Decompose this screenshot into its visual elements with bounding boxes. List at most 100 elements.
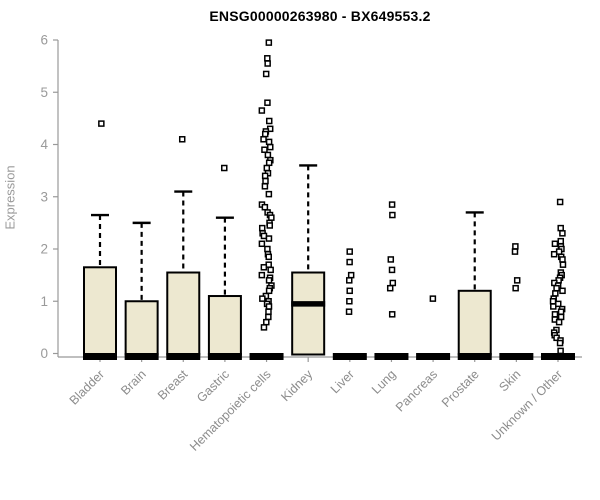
outlier-point: [553, 284, 560, 292]
box: [83, 266, 117, 356]
x-tick-label: Skin: [496, 367, 523, 394]
outlier-point: [262, 70, 270, 78]
outlier-point: [261, 183, 269, 190]
outlier-point: [557, 224, 564, 232]
outlier-point: [258, 240, 266, 248]
outlier-point: [346, 277, 353, 284]
outlier-point: [259, 295, 266, 302]
outlier-point: [559, 230, 566, 237]
outlier-point: [557, 347, 564, 355]
outlier-point: [221, 164, 228, 172]
y-tick-label: 4: [40, 137, 48, 152]
x-tick-label: Gastric: [194, 367, 232, 405]
outlier-point: [550, 250, 558, 258]
outlier-point: [559, 261, 567, 268]
box: [291, 271, 326, 356]
outlier-point: [263, 318, 270, 326]
outlier-point: [346, 298, 353, 305]
outlier-point: [265, 287, 273, 295]
outlier-point: [261, 203, 269, 211]
x-tick-label: Kidney: [278, 367, 315, 404]
outlier-point: [388, 266, 396, 274]
outlier-point: [260, 136, 267, 143]
outlier-point: [550, 303, 557, 310]
outlier-point: [178, 136, 186, 143]
x-tick-label: Pancreas: [393, 367, 440, 414]
outlier-point: [265, 190, 273, 198]
outlier-point: [268, 214, 275, 221]
outlier-point: [386, 284, 394, 292]
box: [124, 300, 159, 356]
outlier-point: [557, 237, 565, 245]
outlier-point: [552, 290, 559, 297]
outlier-point: [260, 264, 268, 271]
outlier-point: [264, 151, 272, 159]
outlier-point: [551, 311, 559, 318]
outlier-point: [260, 324, 268, 331]
outlier-point: [388, 311, 396, 318]
outlier-point: [265, 159, 273, 167]
outlier-point: [387, 256, 395, 263]
outlier-point: [267, 143, 274, 151]
outlier-point: [265, 303, 273, 310]
outlier-point: [559, 256, 566, 263]
box: [457, 289, 492, 356]
outlier-point: [264, 245, 271, 253]
box: [207, 295, 242, 356]
outlier-point: [429, 295, 437, 302]
outlier-point: [555, 318, 563, 326]
y-tick-label: 1: [40, 294, 48, 309]
outlier-point: [346, 248, 353, 255]
outlier-point: [265, 308, 272, 315]
outlier-point: [265, 235, 273, 242]
outlier-point: [556, 198, 564, 206]
outlier-point: [556, 339, 564, 347]
x-tick-label: Unknown / Other: [489, 367, 565, 443]
outlier-point: [512, 284, 519, 292]
outlier-point: [265, 313, 272, 321]
outlier-point: [346, 258, 353, 266]
outlier-point: [265, 253, 272, 261]
outlier-point: [511, 248, 519, 255]
outlier-point: [262, 177, 269, 185]
outlier-point: [265, 117, 273, 125]
x-tick-label: Liver: [328, 367, 357, 396]
x-tick-label: Prostate: [439, 367, 482, 410]
outlier-point: [261, 172, 269, 180]
outlier-point: [266, 222, 274, 229]
y-tick-label: 0: [40, 346, 48, 361]
x-tick-label: Bladder: [67, 367, 107, 407]
outlier-point: [98, 120, 105, 127]
box: [166, 271, 201, 356]
outlier-point: [265, 277, 273, 284]
outlier-point: [261, 130, 269, 138]
outlier-point: [267, 266, 274, 274]
outlier-point: [557, 308, 565, 315]
x-tick-label: Hematopoietic cells: [187, 367, 274, 454]
outlier-point: [347, 271, 355, 279]
outlier-point: [512, 243, 519, 250]
outlier-point: [263, 164, 271, 172]
outlier-point: [551, 240, 559, 248]
y-tick-label: 6: [40, 33, 48, 48]
outlier-point: [513, 277, 521, 284]
outlier-point: [264, 60, 271, 67]
outlier-point: [258, 107, 266, 114]
outlier-point: [557, 313, 565, 321]
chart-title: ENSG00000263980 - BX649553.2: [209, 8, 431, 24]
y-tick-label: 3: [40, 189, 48, 204]
outlier-point: [345, 308, 353, 315]
outlier-point: [265, 138, 273, 146]
outlier-point: [388, 201, 396, 208]
outlier-point: [264, 55, 271, 62]
outlier-point: [389, 279, 397, 287]
outlier-point: [258, 224, 266, 232]
x-tick-label: Breast: [155, 367, 191, 403]
outlier-point: [346, 287, 353, 295]
x-tick-label: Brain: [118, 367, 149, 398]
y-tick-label: 2: [40, 242, 48, 257]
outlier-point: [549, 298, 557, 305]
x-tick-label: Lung: [369, 367, 399, 397]
